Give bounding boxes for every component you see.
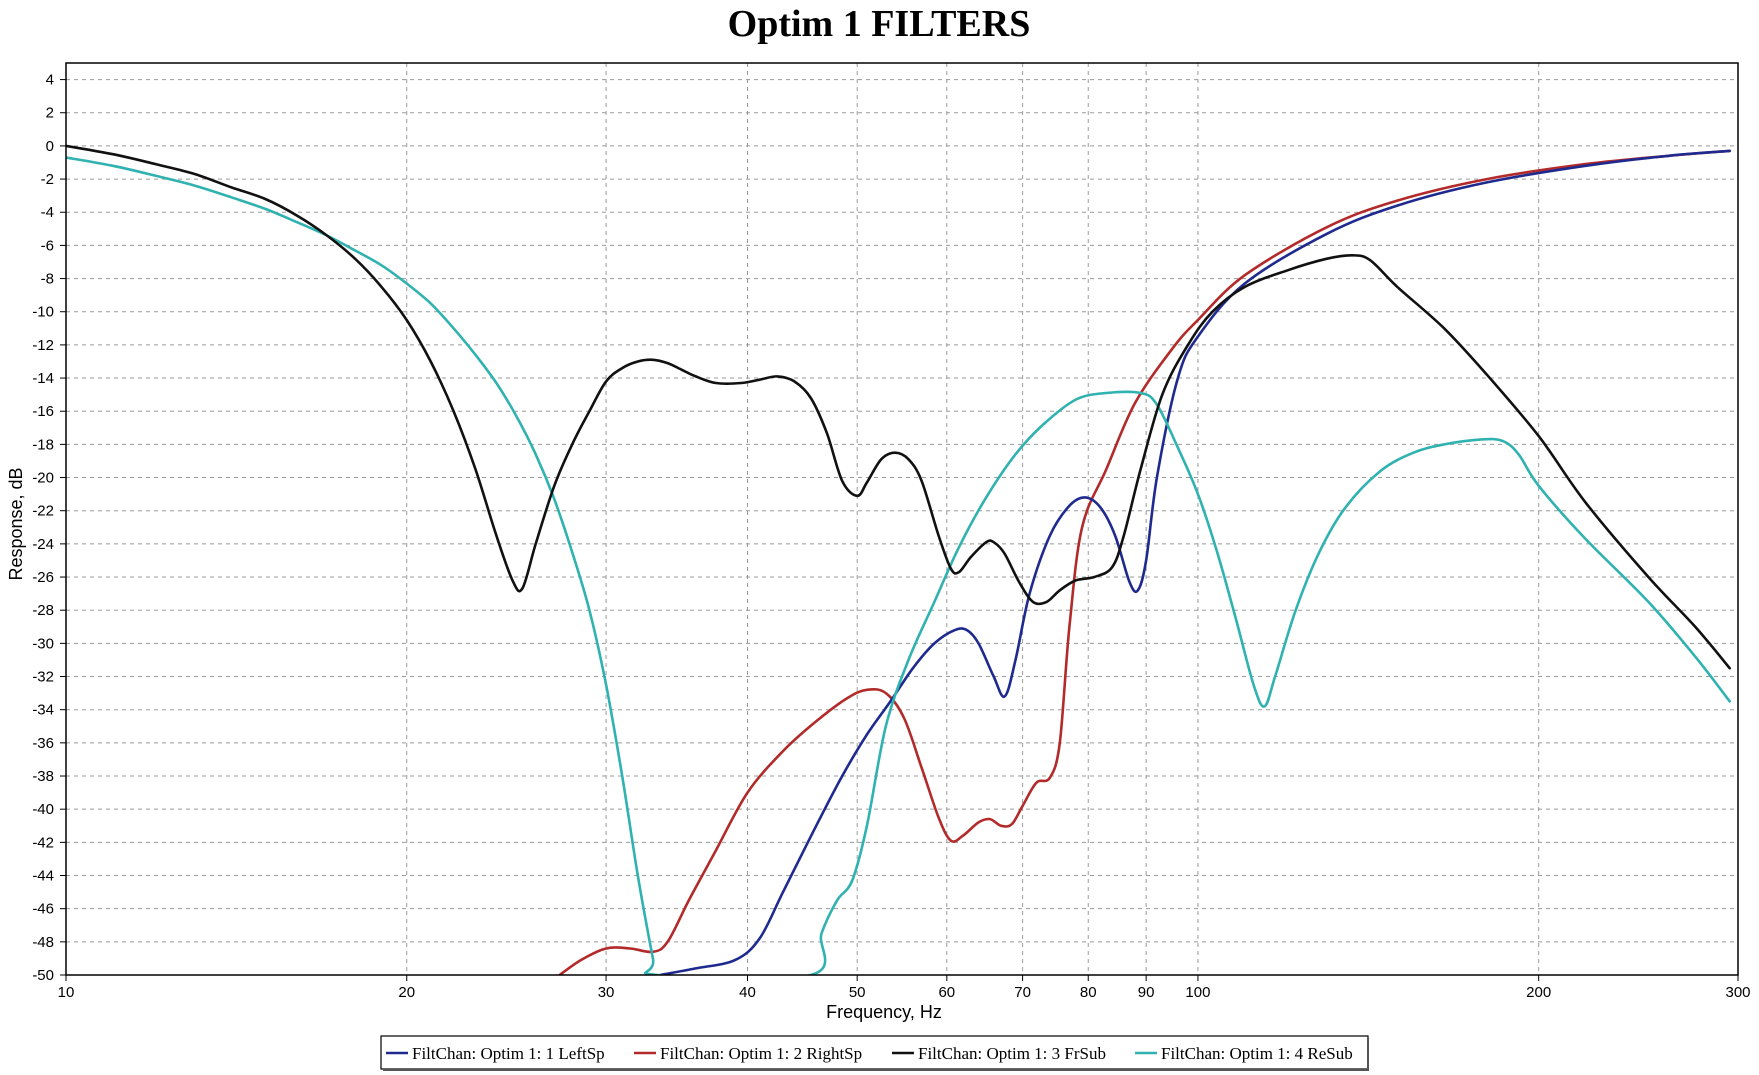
x-tick-label: 100: [1185, 984, 1210, 1001]
y-tick-label: 4: [46, 72, 54, 89]
legend: FiltChan: Optim 1: 1 LeftSp FiltChan: Opt…: [380, 1035, 1369, 1071]
series-line-1: [659, 149, 1731, 975]
x-tick-label: 90: [1138, 984, 1155, 1001]
y-tick-label: -16: [32, 403, 54, 420]
series-line-2: [558, 149, 1731, 975]
plot-area: [66, 144, 1731, 975]
grid: [66, 63, 1738, 975]
x-tick-label: 50: [849, 984, 866, 1001]
x-axis-ticks: 10 20 30 40 50 60 70 80 90 100 200 300: [58, 975, 1751, 1001]
y-tick-label: -10: [32, 304, 54, 321]
y-tick-label: -26: [32, 569, 54, 586]
y-tick-label: -50: [32, 967, 54, 984]
x-tick-label: 60: [938, 984, 955, 1001]
y-axis-label: Response, dB: [6, 467, 26, 580]
x-tick-label: 30: [598, 984, 615, 1001]
y-tick-label: -24: [32, 536, 54, 553]
legend-label: FiltChan: Optim 1: 4 ReSub: [1161, 1044, 1353, 1063]
y-tick-label: -18: [32, 436, 54, 453]
chart-title: Optim 1 FILTERS: [728, 3, 1031, 45]
legend-label: FiltChan: Optim 1: 3 FrSub: [918, 1044, 1106, 1063]
y-tick-label: -14: [32, 370, 54, 387]
x-axis-label: Frequency, Hz: [826, 1002, 942, 1022]
x-tick-label: 200: [1526, 984, 1551, 1001]
legend-entry-4: FiltChan: Optim 1: 4 ReSub: [1135, 1044, 1353, 1063]
y-tick-label: -22: [32, 503, 54, 520]
y-tick-label: -20: [32, 470, 54, 487]
y-tick-label: -34: [32, 702, 54, 719]
legend-entry-2: FiltChan: Optim 1: 2 RightSp: [634, 1044, 862, 1063]
y-tick-label: -44: [32, 868, 54, 885]
y-tick-label: -40: [32, 801, 54, 818]
y-tick-label: 0: [46, 138, 54, 155]
y-tick-label: -4: [41, 204, 54, 221]
y-tick-label: -28: [32, 602, 54, 619]
legend-entry-3: FiltChan: Optim 1: 3 FrSub: [892, 1044, 1106, 1063]
y-tick-label: -6: [41, 237, 54, 254]
y-tick-label: -32: [32, 669, 54, 686]
y-tick-label: -12: [32, 337, 54, 354]
y-tick-label: -42: [32, 834, 54, 851]
y-tick-label: -8: [41, 271, 54, 288]
y-tick-label: -48: [32, 934, 54, 951]
series-line-3: [66, 144, 1731, 670]
y-axis-ticks: 4 2 0 -2 -4 -6 -8 -10 -12 -14 -16 -18 -20 -22 -24 -26 -2…: [32, 72, 66, 984]
y-tick-label: -30: [32, 635, 54, 652]
y-tick-label: -2: [41, 171, 54, 188]
series-line-4: [66, 156, 1731, 975]
x-tick-label: 70: [1014, 984, 1031, 1001]
x-tick-label: 300: [1725, 984, 1750, 1001]
legend-entry-1: FiltChan: Optim 1: 1 LeftSp: [386, 1044, 605, 1063]
legend-label: FiltChan: Optim 1: 2 RightSp: [660, 1044, 862, 1063]
y-tick-label: 2: [46, 105, 54, 122]
y-tick-label: -46: [32, 901, 54, 918]
plot-frame: [65, 62, 1739, 976]
y-tick-label: -36: [32, 735, 54, 752]
x-tick-label: 10: [58, 984, 75, 1001]
x-tick-label: 20: [398, 984, 415, 1001]
legend-label: FiltChan: Optim 1: 1 LeftSp: [412, 1044, 605, 1063]
x-tick-label: 80: [1080, 984, 1097, 1001]
y-tick-label: -38: [32, 768, 54, 785]
x-tick-label: 40: [739, 984, 756, 1001]
